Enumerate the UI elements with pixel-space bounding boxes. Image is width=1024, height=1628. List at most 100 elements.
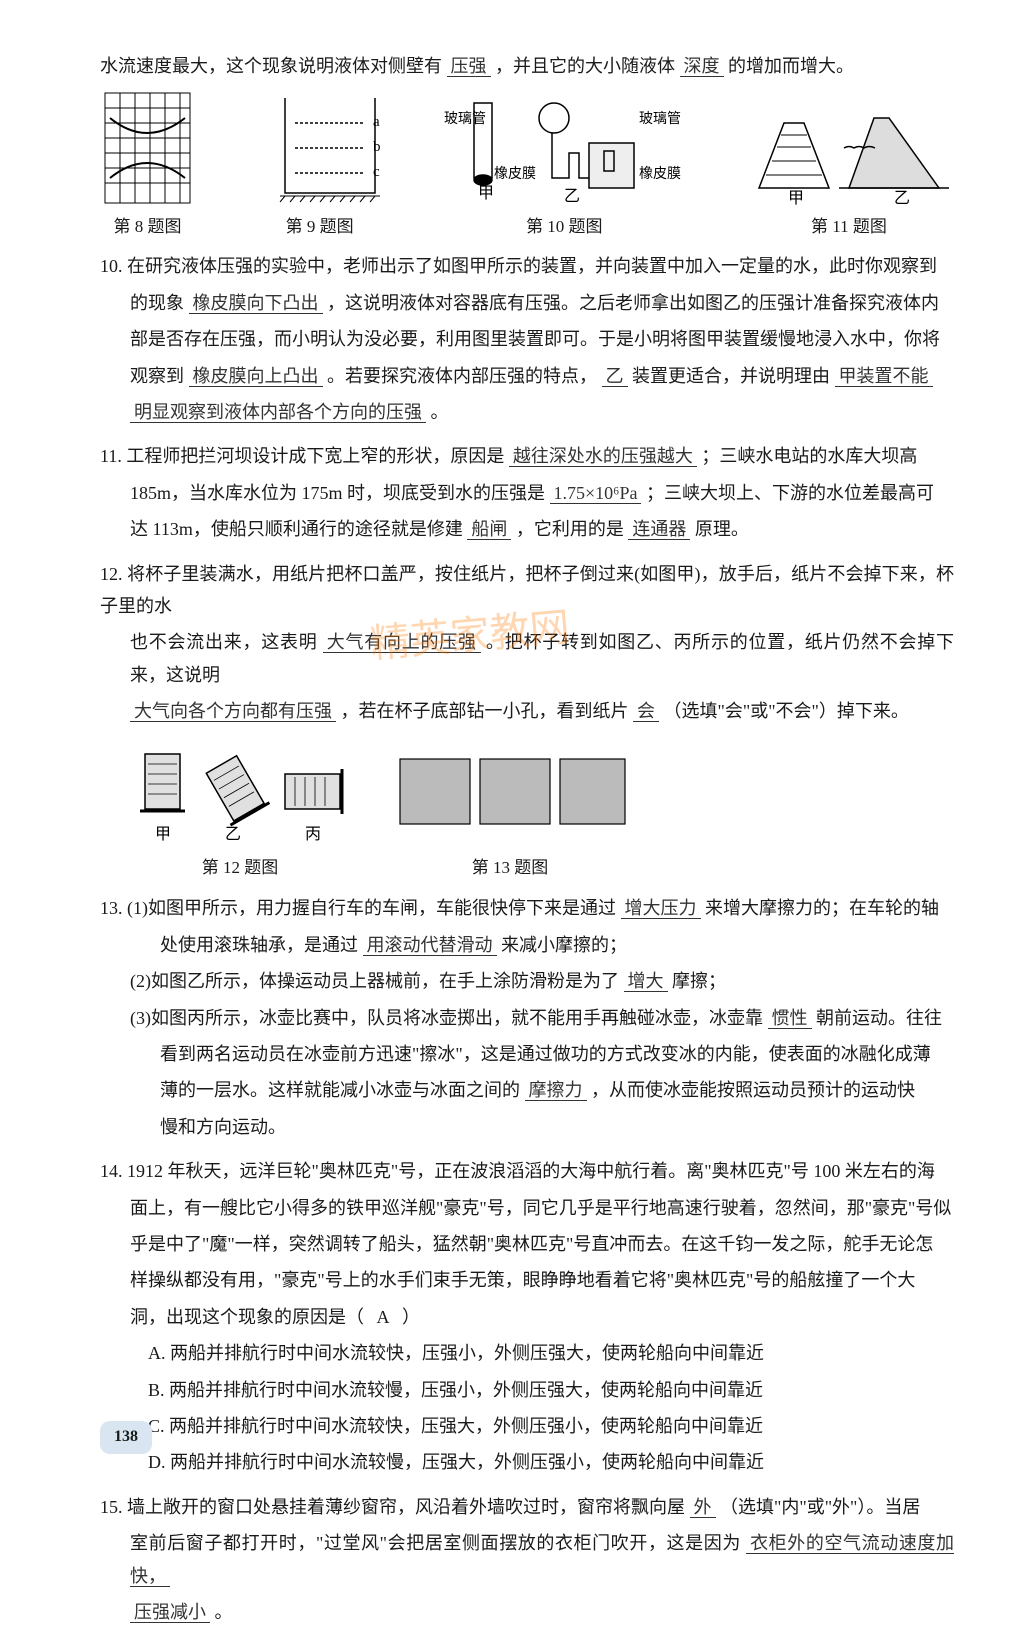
figure-label: 第 13 题图 — [390, 853, 630, 884]
svg-text:乙: 乙 — [225, 826, 241, 843]
figure-12: 甲 乙 丙 第 12 题图 — [130, 739, 350, 884]
blank: 压强减小 — [130, 1602, 210, 1623]
text: 1912 年秋天，远洋巨轮"奥林匹克"号，正在波浪滔滔的大海中航行着。离"奥林匹… — [127, 1161, 935, 1181]
text: 原理。 — [695, 519, 749, 539]
text: 。 — [215, 1602, 233, 1622]
text: ，它利用的是 — [516, 519, 624, 539]
question-14: 14. 1912 年秋天，远洋巨轮"奥林匹克"号，正在波浪滔滔的大海中航行着。离… — [100, 1155, 954, 1479]
text: 样操纵都没有用，"豪克"号上的水手们束手无策，眼睁睁地看着它将"奥林匹克"号的船… — [130, 1270, 915, 1290]
text: 摩擦； — [672, 971, 726, 991]
text: 达 113m，使船只顺利通行的途径就是修建 — [130, 519, 463, 539]
figure-label: 第 11 题图 — [744, 212, 954, 243]
figure-label: 第 8 题图 — [100, 212, 195, 243]
text: 墙上敞开的窗口处悬挂着薄纱窗帘，风沿着外墙吹过时，窗帘将飘向屋 — [127, 1497, 685, 1517]
figure-row-q12-13: 甲 乙 丙 第 12 题图 — [130, 739, 954, 884]
text: 观察到 — [130, 366, 184, 386]
prev-question-line: 水流速度最大，这个现象说明液体对侧壁有 压强 ，并且它的大小随液体 深度 的增加… — [100, 50, 954, 82]
blank: 大气向各个方向都有压强 — [130, 701, 336, 722]
svg-text:甲: 甲 — [155, 826, 171, 843]
text: 185m，当水库水位为 175m 时，坝底受到水的压强是 — [130, 483, 545, 503]
blank: 橡皮膜向上凸出 — [189, 366, 323, 387]
blank: 外 — [690, 1497, 716, 1518]
text: (1)如图甲所示，用力握自行车的车闸，车能很快停下来是通过 — [127, 898, 616, 918]
text: 看到两名运动员在冰壶前方迅速"擦冰"，这是通过做功的方式改变冰的内能，使表面的冰… — [160, 1044, 931, 1064]
blank: 增大 — [624, 971, 668, 992]
blank: 1.75×10⁶Pa — [550, 483, 642, 504]
question-number: 14. — [100, 1155, 123, 1187]
text: 处使用滚珠轴承，是通过 — [160, 935, 358, 955]
option-b: B. 两船并排航行时中间水流较慢，压强小，外侧压强大，使两轮船向中间靠近 — [100, 1374, 954, 1406]
text: 的现象 — [130, 293, 184, 313]
text: 的增加而增大。 — [728, 56, 854, 76]
text: 也不会流出来，这表明 — [130, 632, 318, 652]
text: 。若要探究液体内部压强的特点， — [327, 366, 597, 386]
text: 洞，出现这个现象的原因是（ — [130, 1307, 364, 1327]
label-c: c — [373, 164, 380, 180]
svg-text:橡皮膜: 橡皮膜 — [639, 166, 681, 182]
question-11: 11. 工程师把拦河坝设计成下宽上窄的形状，原因是 越往深处水的压强越大 ；三峡… — [100, 440, 954, 545]
label-a: a — [373, 114, 380, 130]
svg-text:玻璃管: 玻璃管 — [639, 110, 681, 127]
question-10: 10. 在研究液体压强的实验中，老师出示了如图甲所示的装置，并向装置中加入一定量… — [100, 250, 954, 428]
option-c: C. 两船并排航行时中间水流较快，压强大，外侧压强小，使两轮船向中间靠近 — [100, 1410, 954, 1442]
text: ；三峡大坝上、下游的水位差最高可 — [646, 483, 934, 503]
svg-text:甲: 甲 — [478, 185, 494, 202]
blank: 连通器 — [628, 519, 690, 540]
text: ，这说明液体对容器底有压强。之后老师拿出如图乙的压强计准备探究液体内 — [327, 293, 939, 313]
text: ，从而使冰壶能按照运动员预计的运动快 — [591, 1080, 915, 1100]
blank: 大气有向上的压强 — [323, 632, 481, 653]
svg-text:乙: 乙 — [564, 188, 580, 205]
text: 工程师把拦河坝设计成下宽上窄的形状，原因是 — [126, 446, 504, 466]
figure-label: 第 12 题图 — [130, 853, 350, 884]
blank: 用滚动代替滑动 — [363, 935, 497, 956]
svg-text:乙: 乙 — [894, 190, 910, 207]
blank: 惯性 — [768, 1008, 812, 1029]
figure-13: 第 13 题图 — [390, 739, 630, 884]
text: 慢和方向运动。 — [160, 1117, 286, 1137]
option-a: A. 两船并排航行时中间水流较快，压强小，外侧压强大，使两轮船向中间靠近 — [100, 1337, 954, 1369]
question-12: 12. 将杯子里装满水，用纸片把杯口盖严，按住纸片，把杯子倒过来(如图甲)，放手… — [100, 558, 954, 728]
text: 室前后窗子都打开时，"过堂风"会把居室侧面摆放的衣柜门吹开，这是因为 — [130, 1533, 741, 1553]
text: ，若在杯子底部钻一小孔，看到纸片 — [341, 701, 629, 721]
option-d: D. 两船并排航行时中间水流较慢，压强大，外侧压强小，使两轮船向中间靠近 — [100, 1446, 954, 1478]
figure-label: 第 10 题图 — [444, 212, 684, 243]
blank: 明显观察到液体内部各个方向的压强 — [130, 402, 426, 423]
text: ） — [402, 1307, 420, 1327]
question-number: 10. — [100, 250, 123, 282]
text: 部是否存在压强，而小明认为没必要，利用图里装置即可。于是小明将图甲装置缓慢地浸入… — [130, 329, 940, 349]
blank: 摩擦力 — [525, 1080, 587, 1101]
figure-9: a b c 第 9 题图 — [255, 88, 385, 243]
figure-11: 甲 乙 第 11 题图 — [744, 83, 954, 243]
question-number: 15. — [100, 1491, 123, 1523]
blank: 船闸 — [467, 519, 511, 540]
figure-8: 第 8 题图 — [100, 88, 195, 243]
text: 来增大摩擦力的；在车轮的轴 — [705, 898, 939, 918]
blank: 深度 — [680, 56, 724, 77]
svg-text:橡皮膜: 橡皮膜 — [494, 166, 536, 182]
text: 。 — [431, 402, 449, 422]
pressure-apparatus-icon: 玻璃管 橡皮膜 甲 乙 玻璃管 橡皮膜 — [444, 83, 684, 208]
text: 在研究液体压强的实验中，老师出示了如图甲所示的装置，并向装置中加入一定量的水，此… — [127, 256, 937, 276]
text: 朝前运动。往往 — [816, 1008, 942, 1028]
container-icon: a b c — [255, 88, 385, 208]
question-number: 12. — [100, 558, 123, 590]
text: ，并且它的大小随液体 — [495, 56, 675, 76]
sports-icon — [390, 739, 630, 849]
text: 将杯子里装满水，用纸片把杯口盖严，按住纸片，把杯子倒过来(如图甲)，放手后，纸片… — [100, 564, 954, 616]
page-number: 138 — [100, 1421, 152, 1454]
text: 面上，有一艘比它小得多的铁甲巡洋舰"豪克"号，同它几乎是平行地高速行驶着，忽然间… — [130, 1198, 951, 1218]
dam-icon: 甲 乙 — [744, 83, 954, 208]
blank: 越往深处水的压强越大 — [509, 446, 697, 467]
svg-text:甲: 甲 — [788, 190, 804, 207]
blank: 橡皮膜向下凸出 — [189, 293, 323, 314]
text: (3)如图丙所示，冰壶比赛中，队员将冰壶掷出，就不能用手再触碰冰壶，冰壶靠 — [130, 1008, 763, 1028]
question-number: 13. — [100, 892, 123, 924]
text: （选填"内"或"外"）。当居 — [720, 1497, 920, 1517]
text: （选填"会"或"不会"）掉下来。 — [664, 701, 909, 721]
text: 装置更适合，并说明理由 — [632, 366, 830, 386]
label-b: b — [373, 139, 381, 155]
figure-row-q8-11: 第 8 题图 a b c 第 9 题图 — [100, 92, 954, 242]
figure-10: 玻璃管 橡皮膜 甲 乙 玻璃管 橡皮膜 第 10 题图 — [444, 83, 684, 243]
text: 水流速度最大，这个现象说明液体对侧壁有 — [100, 56, 442, 76]
svg-text:丙: 丙 — [305, 826, 321, 843]
